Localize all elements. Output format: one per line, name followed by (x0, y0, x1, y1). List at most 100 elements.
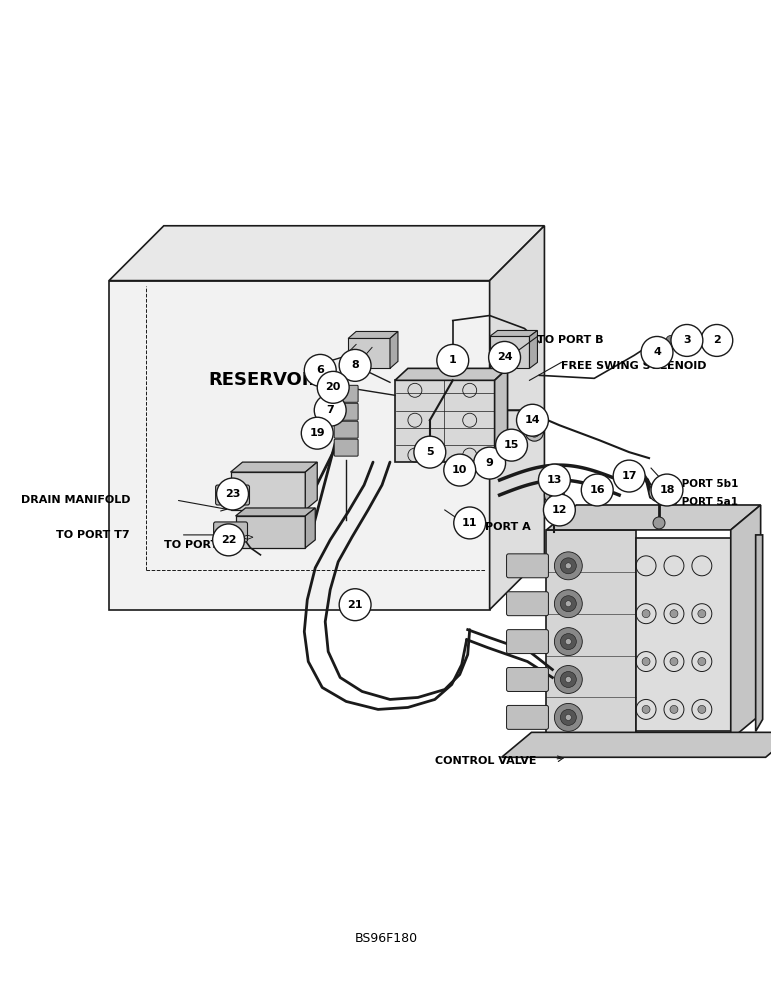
Circle shape (613, 460, 645, 492)
Text: 9: 9 (486, 458, 493, 468)
Polygon shape (231, 472, 305, 510)
Polygon shape (305, 508, 315, 548)
Circle shape (554, 590, 582, 618)
Text: 2: 2 (713, 335, 721, 345)
Circle shape (698, 658, 706, 666)
Circle shape (339, 349, 371, 381)
Circle shape (560, 596, 577, 612)
Circle shape (666, 335, 676, 345)
Text: 14: 14 (525, 415, 540, 425)
Text: TO PORT 5a1: TO PORT 5a1 (662, 497, 738, 507)
FancyBboxPatch shape (334, 385, 358, 402)
Text: 23: 23 (225, 489, 240, 499)
Circle shape (217, 478, 249, 510)
Circle shape (671, 324, 703, 356)
Circle shape (421, 446, 438, 464)
Text: 13: 13 (547, 475, 562, 485)
Text: 11: 11 (462, 518, 477, 528)
Circle shape (698, 705, 706, 713)
Circle shape (653, 517, 665, 529)
Circle shape (474, 447, 506, 479)
Circle shape (550, 490, 560, 500)
Circle shape (317, 371, 349, 403)
FancyBboxPatch shape (214, 522, 248, 542)
Text: DRAIN MANIFOLD: DRAIN MANIFOLD (22, 495, 130, 505)
Polygon shape (731, 505, 760, 739)
Circle shape (560, 634, 577, 650)
Text: 1: 1 (449, 355, 456, 365)
Circle shape (686, 335, 696, 345)
FancyBboxPatch shape (506, 630, 548, 654)
Circle shape (516, 404, 548, 436)
Polygon shape (547, 530, 636, 739)
Circle shape (310, 358, 334, 382)
Circle shape (543, 494, 575, 526)
Polygon shape (305, 462, 317, 510)
Text: 22: 22 (221, 535, 236, 545)
Text: BS96F180: BS96F180 (354, 932, 418, 945)
Polygon shape (489, 330, 537, 336)
Circle shape (496, 429, 527, 461)
Text: RESERVOIR: RESERVOIR (208, 371, 323, 389)
Circle shape (452, 465, 468, 481)
Circle shape (670, 705, 678, 713)
Circle shape (301, 417, 334, 449)
FancyBboxPatch shape (506, 592, 548, 616)
Circle shape (642, 658, 650, 666)
FancyBboxPatch shape (506, 668, 548, 691)
Text: TO PORT T7: TO PORT T7 (56, 530, 130, 540)
Text: 15: 15 (504, 440, 520, 450)
Polygon shape (502, 732, 772, 757)
Circle shape (560, 558, 577, 574)
Circle shape (701, 324, 733, 356)
Circle shape (454, 507, 486, 539)
Circle shape (565, 677, 571, 682)
Text: 4: 4 (653, 347, 661, 357)
Circle shape (706, 335, 716, 345)
Text: 24: 24 (496, 352, 513, 362)
Circle shape (565, 563, 571, 569)
Circle shape (565, 714, 571, 720)
Circle shape (437, 344, 469, 376)
Text: 7: 7 (327, 405, 334, 415)
Circle shape (479, 457, 496, 473)
Polygon shape (390, 331, 398, 368)
Polygon shape (348, 338, 390, 368)
Polygon shape (547, 505, 760, 530)
Polygon shape (109, 226, 544, 281)
Circle shape (544, 485, 564, 505)
Polygon shape (489, 226, 544, 610)
Circle shape (489, 341, 520, 373)
Circle shape (560, 672, 577, 687)
Circle shape (550, 505, 560, 515)
Text: 18: 18 (659, 485, 675, 495)
Polygon shape (530, 330, 537, 368)
Circle shape (554, 552, 582, 580)
Circle shape (314, 394, 346, 426)
Circle shape (641, 336, 673, 368)
Text: CONTROL VALVE: CONTROL VALVE (435, 756, 537, 766)
Circle shape (444, 454, 476, 486)
Circle shape (649, 482, 669, 502)
Polygon shape (489, 336, 530, 368)
Text: TO PORT T: TO PORT T (164, 540, 230, 550)
Polygon shape (495, 368, 507, 462)
Text: FREE SWING SOLENOID: FREE SWING SOLENOID (561, 361, 707, 371)
Circle shape (554, 628, 582, 656)
Circle shape (565, 601, 571, 607)
Circle shape (538, 464, 571, 496)
Polygon shape (235, 508, 315, 516)
Circle shape (526, 423, 543, 441)
FancyBboxPatch shape (215, 485, 249, 505)
Circle shape (565, 639, 571, 645)
Text: 8: 8 (351, 360, 359, 370)
Text: 6: 6 (317, 365, 324, 375)
Circle shape (510, 442, 520, 452)
Polygon shape (395, 380, 495, 462)
Polygon shape (109, 281, 489, 610)
Circle shape (554, 666, 582, 693)
Circle shape (651, 474, 683, 506)
Text: <>: <> (241, 532, 255, 541)
Circle shape (414, 436, 445, 468)
FancyBboxPatch shape (506, 705, 548, 729)
